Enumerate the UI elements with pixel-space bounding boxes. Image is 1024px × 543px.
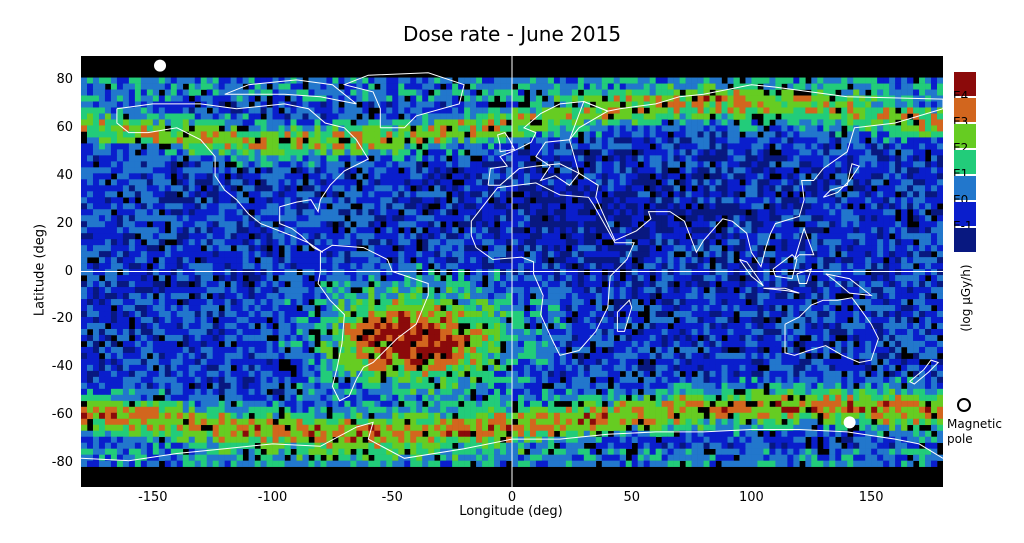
- x-tick-label: 100: [739, 490, 764, 505]
- y-tick-label: 80: [56, 71, 73, 87]
- y-tick-label: -20: [51, 311, 73, 327]
- magnetic-pole-legend-label: Magnetic pole: [947, 417, 1007, 447]
- y-tick-label: 0: [64, 263, 73, 279]
- y-tick-label: -80: [51, 455, 73, 471]
- dose-rate-pixels: [81, 77, 943, 467]
- coastline-10: [763, 287, 800, 294]
- x-tick-label: -100: [257, 490, 288, 505]
- y-tick-label: -60: [51, 407, 73, 423]
- magnetic-pole-marker-2: [843, 416, 856, 429]
- y-tick-label: 20: [56, 215, 73, 231]
- coastline-4: [470, 182, 635, 356]
- coastline-12: [796, 268, 813, 284]
- coastline-1: [342, 72, 465, 129]
- x-tick-label: 0: [507, 490, 517, 505]
- coastline-14: [794, 226, 815, 260]
- coastline-13: [825, 273, 873, 297]
- legend-swatch: [954, 72, 976, 96]
- magnetic-pole-legend-icon: [957, 398, 971, 412]
- map-svg: [81, 56, 943, 487]
- coastline-0: [116, 103, 370, 253]
- x-tick-label: 50: [623, 490, 640, 505]
- map-plot-area: [81, 56, 943, 487]
- legend-swatch: [954, 124, 976, 148]
- coastline-6: [822, 163, 860, 198]
- y-tick-label: 60: [56, 119, 73, 135]
- x-axis-label: Longitude (deg): [459, 504, 563, 519]
- x-tick-label: 150: [858, 490, 884, 505]
- coastline-9: [739, 259, 764, 287]
- coastline-15: [784, 297, 879, 364]
- map-title: Dose rate - June 2015: [402, 22, 622, 46]
- x-tick-label: -150: [138, 490, 168, 505]
- coastline-3: [487, 100, 609, 186]
- legend-swatch: [954, 228, 976, 252]
- coastline-2: [317, 244, 429, 402]
- legend-swatch: [954, 176, 976, 200]
- y-tick-label: -40: [51, 359, 73, 375]
- magnetic-pole-label-line2: pole: [947, 432, 973, 446]
- coastline-5: [568, 84, 943, 268]
- magnetic-pole-marker-1: [154, 59, 167, 72]
- coastline-7: [497, 132, 516, 153]
- coastlines: [81, 72, 943, 462]
- magnetic-pole-markers: [154, 59, 856, 429]
- x-tick-label: -50: [381, 490, 403, 505]
- y-tick-label: 40: [56, 167, 73, 183]
- coastline-16: [909, 359, 940, 385]
- legend-swatch: [954, 98, 976, 122]
- coastline-11: [772, 254, 798, 280]
- coastline-17: [81, 421, 943, 462]
- coastline-8: [616, 299, 633, 332]
- coastline-18: [224, 79, 357, 105]
- legend-swatch: [954, 150, 976, 174]
- magnetic-pole-label-line1: Magnetic: [947, 417, 1002, 431]
- legend-swatch: [954, 202, 976, 226]
- legend-title: (log µGy/h): [959, 264, 973, 332]
- y-axis-label: Latitude (deg): [32, 223, 48, 317]
